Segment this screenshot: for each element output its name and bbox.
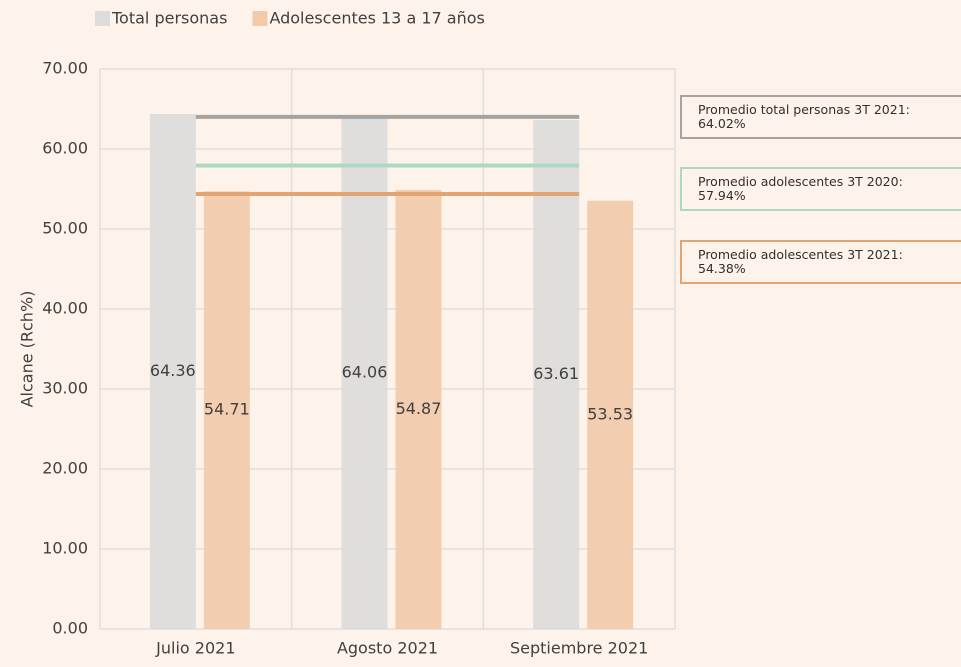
data-label: 54.87 [396,399,442,418]
y-tick-label: 50.00 [42,219,88,238]
x-tick-label: Septiembre 2021 [510,639,648,658]
bar [341,116,388,629]
legend-swatch [252,11,268,26]
y-tick-label: 40.00 [42,299,88,318]
y-tick-label: 30.00 [42,379,88,398]
bar [587,200,634,629]
x-tick-label: Agosto 2021 [337,639,438,658]
y-axis-title: Alcane (Rch%) [18,291,37,408]
data-label: 53.53 [587,404,633,423]
data-label: 63.61 [533,364,579,383]
data-label: 64.06 [342,362,388,381]
y-tick-label: 20.00 [42,459,88,478]
data-label: 54.71 [204,400,250,419]
y-tick-label: 60.00 [42,139,88,158]
data-label: 64.36 [150,361,196,380]
legend-swatch [95,11,110,26]
bar [149,114,196,630]
x-tick-label: Julio 2021 [155,639,235,658]
legend-label: Adolescentes 13 a 17 años [269,9,484,28]
annotation: Promedio adolescentes 3T 2021: 54.38% [680,240,961,284]
y-tick-label: 70.00 [42,59,88,78]
y-tick-label: 10.00 [42,539,88,558]
y-tick-label: 0.00 [52,619,88,638]
bar [533,120,580,630]
annotation: Promedio adolescentes 3T 2020: 57.94% [680,167,961,211]
legend-label: Total personas [111,9,227,28]
bar [395,190,442,630]
annotation: Promedio total personas 3T 2021: 64.02% [680,95,961,139]
bar [203,191,250,629]
